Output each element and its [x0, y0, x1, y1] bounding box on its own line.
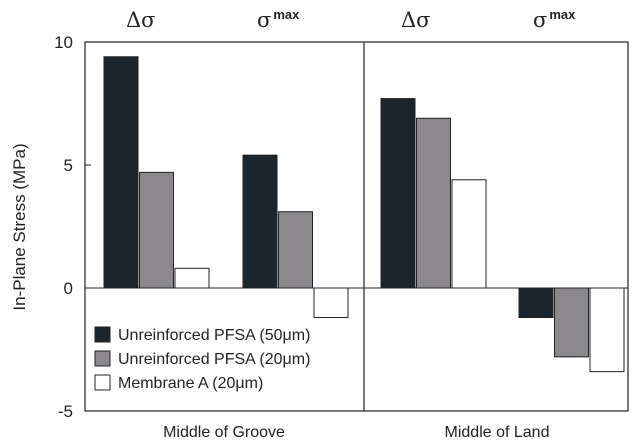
bar — [278, 211, 313, 289]
legend-swatch — [94, 374, 111, 391]
bar — [139, 171, 174, 289]
bar — [242, 154, 278, 289]
plot-border — [84, 41, 629, 412]
y-tick-label: 5 — [64, 156, 73, 175]
legend-label: Unreinforced PFSA (20μm) — [118, 351, 310, 368]
legend-swatch — [94, 326, 111, 343]
legend-label: Unreinforced PFSA (50μm) — [118, 327, 310, 344]
legend-swatch — [94, 350, 111, 367]
category-header: σ max — [533, 7, 576, 32]
bar — [416, 117, 451, 289]
bar — [380, 98, 416, 289]
bar — [103, 56, 139, 289]
category-header: Δσ — [126, 8, 156, 32]
group-labels: Middle of Groove Middle of Land — [163, 424, 549, 441]
category-header: σ max — [257, 7, 300, 32]
y-tick-label: 10 — [54, 33, 73, 52]
legend: Unreinforced PFSA (50μm) Unreinforced PFS… — [94, 326, 310, 392]
bar — [589, 287, 625, 373]
bar — [313, 287, 349, 319]
panel-headers: Δσ σ max Δσ σ max — [126, 7, 576, 32]
bars — [103, 56, 625, 373]
bar — [554, 287, 589, 358]
bar — [518, 287, 554, 319]
y-tick-label: -5 — [58, 402, 73, 421]
y-ticks: 10 5 0 -5 — [54, 33, 91, 421]
y-tick-label: 0 — [64, 279, 73, 298]
bar — [174, 267, 210, 289]
bar — [451, 179, 487, 289]
group-label: Middle of Land — [445, 424, 550, 441]
legend-label: Membrane A (20μm) — [118, 375, 263, 392]
group-label: Middle of Groove — [163, 424, 285, 441]
category-header: Δσ — [401, 8, 431, 32]
y-axis-label: In-Plane Stress (MPa) — [10, 143, 29, 310]
